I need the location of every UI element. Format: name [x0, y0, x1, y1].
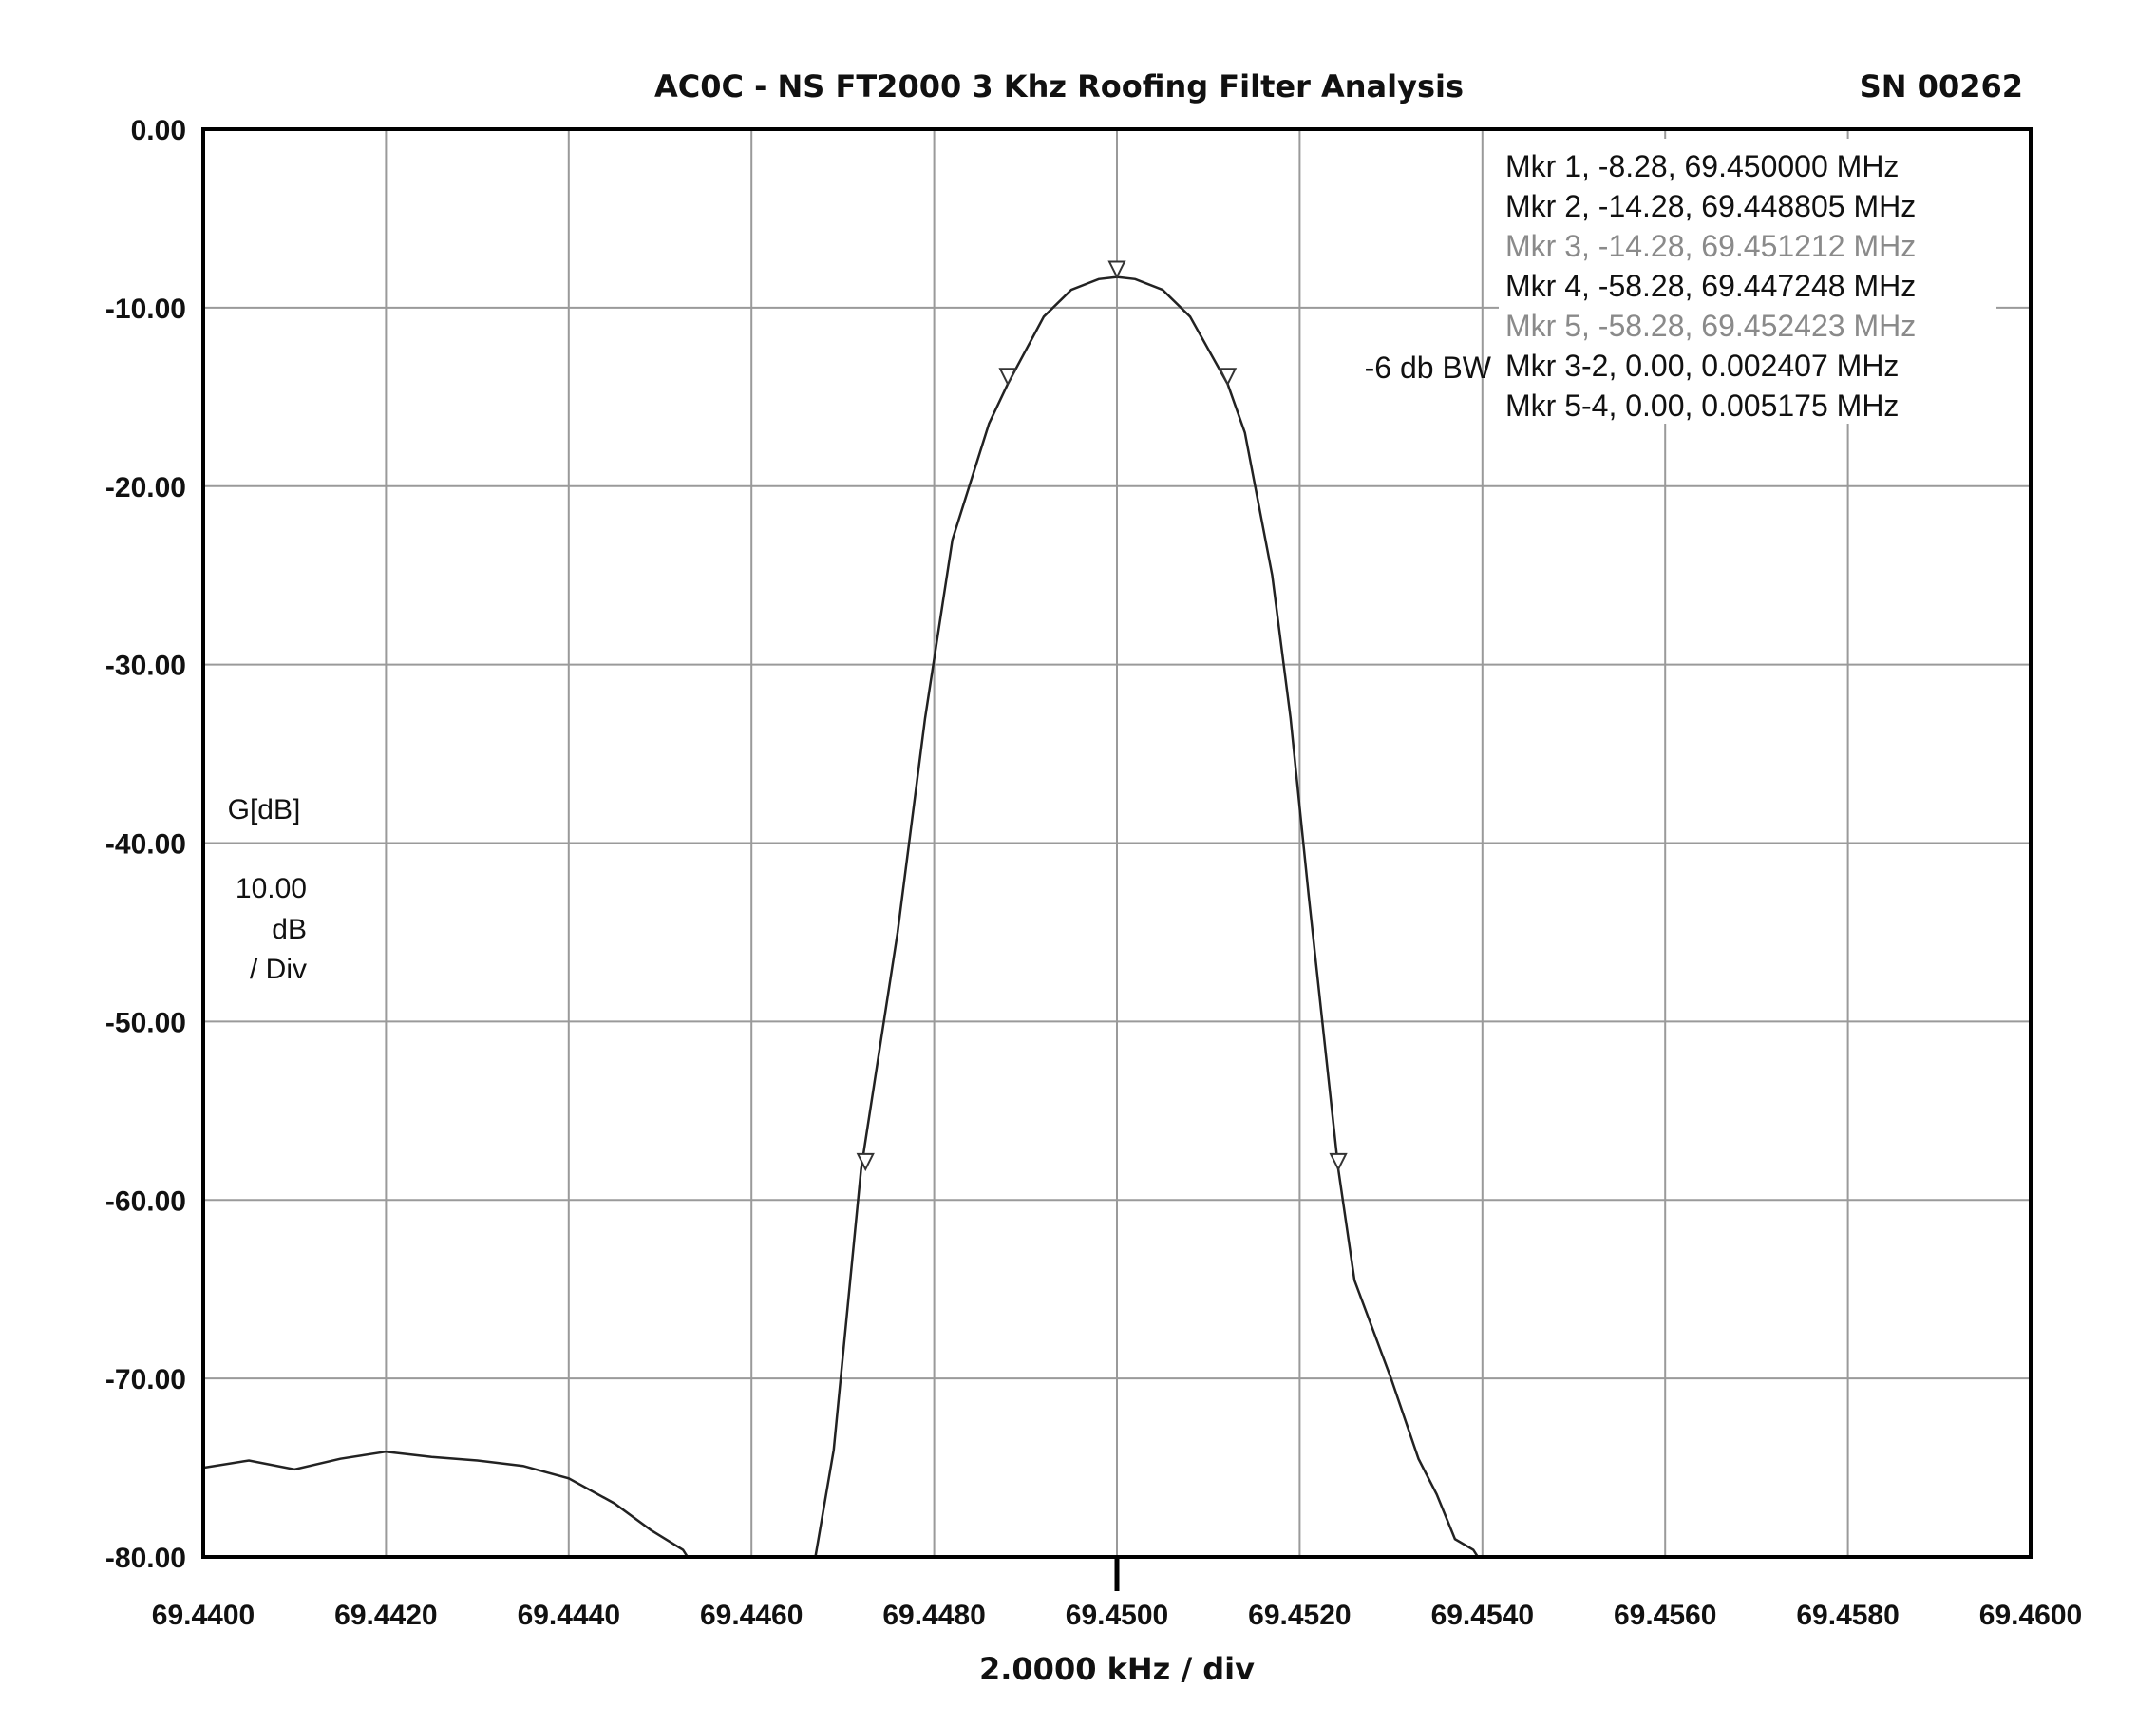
chart-title: AC0C - NS FT2000 3 Khz Roofing Filter An…	[654, 68, 1464, 104]
x-tick-label: 69.4460	[700, 1600, 803, 1631]
y-tick-label: -10.00	[105, 294, 186, 325]
marker-legend-entry: Mkr 5, -58.28, 69.452423 MHz	[1505, 309, 1916, 343]
x-tick-label: 69.4600	[1979, 1600, 2082, 1631]
grid	[203, 129, 2031, 1557]
y-scale-per-div: / Div	[250, 954, 307, 985]
marker-legend-entry: Mkr 4, -58.28, 69.447248 MHz	[1505, 269, 1916, 303]
marker-layer	[856, 260, 1348, 1172]
y-scale-value: 10.00	[236, 873, 307, 904]
x-tick-label: 69.4420	[334, 1600, 437, 1631]
x-axis-label: 2.0000 kHz / div	[979, 1651, 1255, 1687]
marker-3-triangle	[1218, 368, 1238, 387]
x-tick-label: 69.4400	[152, 1600, 255, 1631]
x-tick-label: 69.4480	[882, 1600, 985, 1631]
marker-legend-entry: Mkr 5-4, 0.00, 0.005175 MHz	[1505, 389, 1899, 423]
marker-legend-entry: Mkr 2, -14.28, 69.448805 MHz	[1505, 189, 1916, 223]
marker-legend-entry: Mkr 3, -14.28, 69.451212 MHz	[1505, 229, 1916, 263]
y-scale-unit: dB	[272, 914, 307, 945]
marker-5-triangle	[1329, 1152, 1348, 1172]
marker-legend-entry: Mkr 3-2, 0.00, 0.002407 MHz	[1505, 349, 1899, 383]
y-tick-label: -80.00	[105, 1543, 186, 1574]
y-tick-label: -30.00	[105, 651, 186, 682]
y-tick-label: 0.00	[131, 115, 186, 146]
filter-response-trace	[203, 275, 2031, 1557]
x-tick-label: 69.4580	[1796, 1600, 1899, 1631]
marker-1-triangle	[1107, 260, 1126, 279]
marker-2-triangle	[998, 368, 1017, 387]
x-tick-label: 69.4520	[1248, 1600, 1351, 1631]
marker-legend-background	[1499, 139, 1996, 424]
y-tick-label: -70.00	[105, 1364, 186, 1395]
trace-layer	[203, 275, 2031, 1557]
x-tick-label: 69.4560	[1614, 1600, 1716, 1631]
marker-legend: Mkr 1, -8.28, 69.450000 MHz Mkr 2, -14.28…	[1505, 149, 1916, 423]
x-tick-label: 69.4500	[1066, 1600, 1168, 1631]
y-tick-label: -20.00	[105, 472, 186, 503]
y-tick-labels: 0.00 -10.00 -20.00 -30.00 -40.00 -50.00 -60.00…	[105, 115, 186, 1574]
y-tick-label: -50.00	[105, 1007, 186, 1038]
x-tick-label: 69.4440	[518, 1600, 620, 1631]
y-axis-label: G[dB]	[228, 794, 301, 825]
serial-number: SN 00262	[1860, 68, 2023, 104]
y-tick-label: -60.00	[105, 1185, 186, 1217]
x-tick-labels: 69.4400 69.4420 69.4440 69.4460 69.4480 69.45…	[152, 1600, 2082, 1631]
x-tick-label: 69.4540	[1431, 1600, 1534, 1631]
marker-legend-entry: Mkr 1, -8.28, 69.450000 MHz	[1505, 149, 1899, 183]
bandwidth-label: -6 db BW	[1365, 351, 1492, 385]
marker-4-triangle	[856, 1152, 875, 1172]
y-tick-label: -40.00	[105, 829, 186, 861]
